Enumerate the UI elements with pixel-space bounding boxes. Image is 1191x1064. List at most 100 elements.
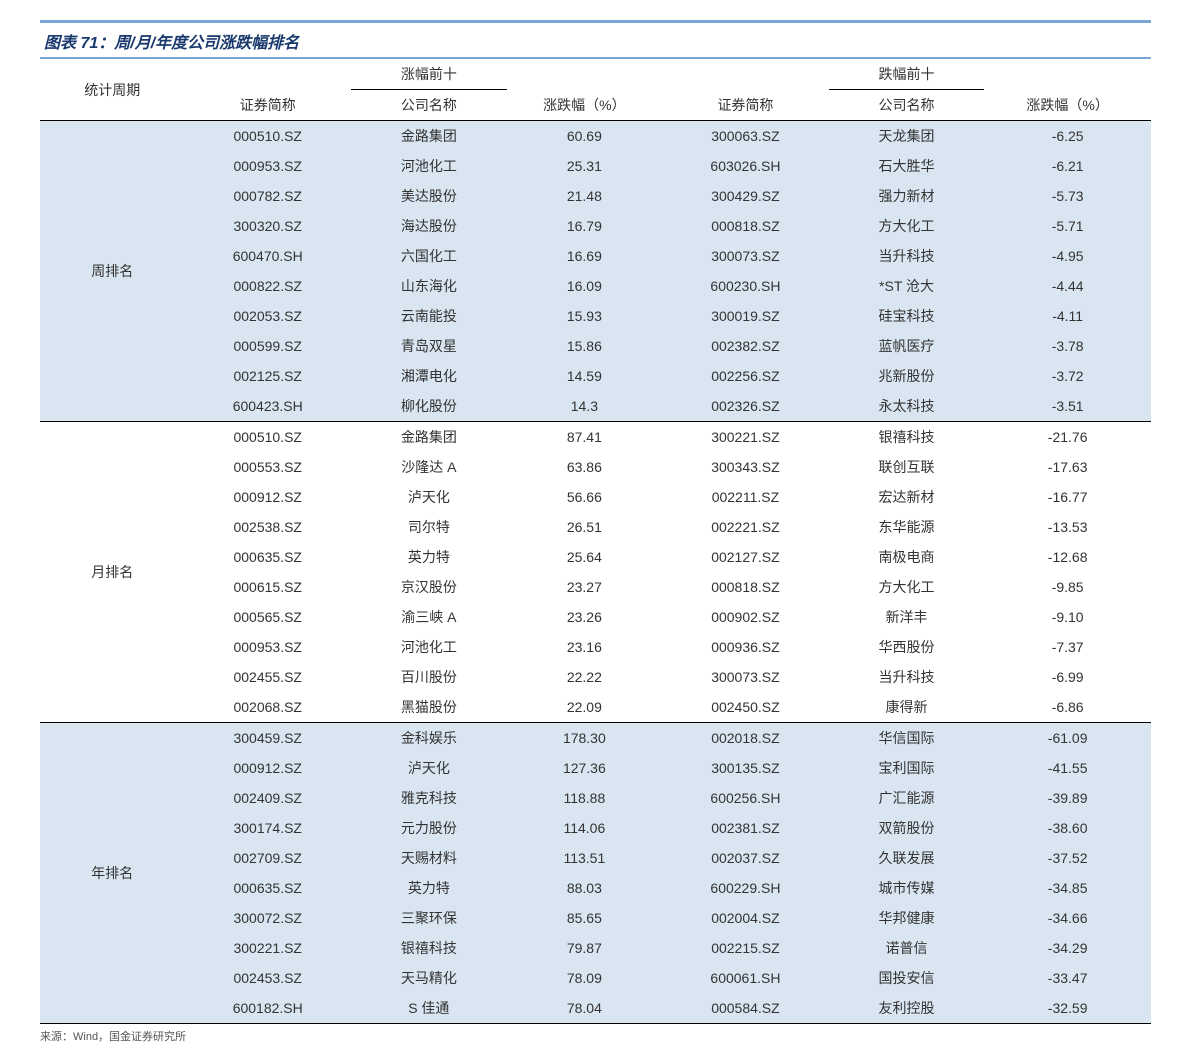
gain-code: 000912.SZ	[184, 753, 351, 783]
loss-value: -32.59	[984, 993, 1151, 1024]
gain-code: 000635.SZ	[184, 873, 351, 903]
gain-name: 湘潭电化	[351, 361, 507, 391]
ranking-table: 统计周期 涨幅前十 跌幅前十 证券简称 公司名称 涨跌幅（%） 证券简称 公司名…	[40, 59, 1151, 1024]
gain-value: 23.27	[507, 572, 663, 602]
table-row: 000953.SZ河池化工25.31603026.SH石大胜华-6.21	[40, 151, 1151, 181]
gain-code: 000510.SZ	[184, 422, 351, 453]
loss-name: 康得新	[829, 692, 985, 723]
table-row: 000912.SZ泸天化127.36300135.SZ宝利国际-41.55	[40, 753, 1151, 783]
loss-value: -34.66	[984, 903, 1151, 933]
gain-value: 14.59	[507, 361, 663, 391]
gain-value: 16.79	[507, 211, 663, 241]
gain-code: 300221.SZ	[184, 933, 351, 963]
loss-value: -3.72	[984, 361, 1151, 391]
gain-value: 60.69	[507, 121, 663, 152]
loss-code: 002127.SZ	[662, 542, 829, 572]
loss-name: *ST 沧大	[829, 271, 985, 301]
loss-code: 300073.SZ	[662, 662, 829, 692]
loss-code: 002221.SZ	[662, 512, 829, 542]
table-row: 000822.SZ山东海化16.09600230.SH*ST 沧大-4.44	[40, 271, 1151, 301]
table-body: 周排名000510.SZ金路集团60.69300063.SZ天龙集团-6.250…	[40, 121, 1151, 1024]
loss-name: 国投安信	[829, 963, 985, 993]
loss-value: -7.37	[984, 632, 1151, 662]
loss-value: -37.52	[984, 843, 1151, 873]
gain-value: 114.06	[507, 813, 663, 843]
loss-name: 南极电商	[829, 542, 985, 572]
loss-name: 方大化工	[829, 211, 985, 241]
table-row: 月排名000510.SZ金路集团87.41300221.SZ银禧科技-21.76	[40, 422, 1151, 453]
gain-value: 14.3	[507, 391, 663, 422]
loss-value: -4.44	[984, 271, 1151, 301]
gain-code: 000635.SZ	[184, 542, 351, 572]
gain-name: 金路集团	[351, 121, 507, 152]
table-row: 300072.SZ三聚环保85.65002004.SZ华邦健康-34.66	[40, 903, 1151, 933]
gain-code: 002125.SZ	[184, 361, 351, 391]
period-label: 年排名	[40, 723, 184, 1024]
gain-name: 黑猫股份	[351, 692, 507, 723]
gain-value: 23.16	[507, 632, 663, 662]
gain-value: 15.93	[507, 301, 663, 331]
gain-value: 25.31	[507, 151, 663, 181]
gain-code: 002455.SZ	[184, 662, 351, 692]
gain-name: 柳化股份	[351, 391, 507, 422]
gain-code: 000912.SZ	[184, 482, 351, 512]
header-name-gain: 公司名称	[351, 90, 507, 121]
gain-value: 15.86	[507, 331, 663, 361]
gain-name: 三聚环保	[351, 903, 507, 933]
gain-name: 云南能投	[351, 301, 507, 331]
loss-code: 000936.SZ	[662, 632, 829, 662]
gain-code: 600182.SH	[184, 993, 351, 1024]
table-row: 000912.SZ泸天化56.66002211.SZ宏达新材-16.77	[40, 482, 1151, 512]
table-row: 600470.SH六国化工16.69300073.SZ当升科技-4.95	[40, 241, 1151, 271]
gain-name: 泸天化	[351, 753, 507, 783]
loss-value: -6.21	[984, 151, 1151, 181]
loss-value: -9.10	[984, 602, 1151, 632]
gain-value: 21.48	[507, 181, 663, 211]
table-row: 300221.SZ银禧科技79.87002215.SZ诺普信-34.29	[40, 933, 1151, 963]
gain-code: 002409.SZ	[184, 783, 351, 813]
table-row: 000635.SZ英力特25.64002127.SZ南极电商-12.68	[40, 542, 1151, 572]
gain-code: 600423.SH	[184, 391, 351, 422]
header-period: 统计周期	[40, 59, 184, 121]
gain-name: 河池化工	[351, 151, 507, 181]
table-row: 002709.SZ天赐材料113.51002037.SZ久联发展-37.52	[40, 843, 1151, 873]
gain-name: 天马精化	[351, 963, 507, 993]
loss-code: 600229.SH	[662, 873, 829, 903]
loss-name: 兆新股份	[829, 361, 985, 391]
gain-value: 118.88	[507, 783, 663, 813]
table-row: 年排名300459.SZ金科娱乐178.30002018.SZ华信国际-61.0…	[40, 723, 1151, 754]
gain-code: 300459.SZ	[184, 723, 351, 754]
loss-name: 诺普信	[829, 933, 985, 963]
loss-name: 双箭股份	[829, 813, 985, 843]
table-row: 000565.SZ渝三峡 A23.26000902.SZ新洋丰-9.10	[40, 602, 1151, 632]
gain-value: 78.09	[507, 963, 663, 993]
gain-value: 78.04	[507, 993, 663, 1024]
loss-value: -13.53	[984, 512, 1151, 542]
table-row: 000599.SZ青岛双星15.86002382.SZ蓝帆医疗-3.78	[40, 331, 1151, 361]
loss-value: -41.55	[984, 753, 1151, 783]
gain-value: 88.03	[507, 873, 663, 903]
table-row: 002068.SZ黑猫股份22.09002450.SZ康得新-6.86	[40, 692, 1151, 723]
loss-code: 002037.SZ	[662, 843, 829, 873]
gain-code: 002453.SZ	[184, 963, 351, 993]
gain-name: 渝三峡 A	[351, 602, 507, 632]
gain-name: 司尔特	[351, 512, 507, 542]
source-note: 来源：Wind，国金证券研究所	[40, 1024, 1151, 1044]
loss-name: 当升科技	[829, 241, 985, 271]
loss-name: 华邦健康	[829, 903, 985, 933]
table-row: 600182.SHS 佳通78.04000584.SZ友利控股-32.59	[40, 993, 1151, 1024]
loss-code: 000818.SZ	[662, 572, 829, 602]
loss-name: 华西股份	[829, 632, 985, 662]
loss-code: 002326.SZ	[662, 391, 829, 422]
loss-name: 联创互联	[829, 452, 985, 482]
loss-name: 硅宝科技	[829, 301, 985, 331]
loss-code: 002256.SZ	[662, 361, 829, 391]
loss-code: 300135.SZ	[662, 753, 829, 783]
loss-name: 天龙集团	[829, 121, 985, 152]
loss-code: 002018.SZ	[662, 723, 829, 754]
loss-value: -12.68	[984, 542, 1151, 572]
gain-name: 元力股份	[351, 813, 507, 843]
loss-code: 002381.SZ	[662, 813, 829, 843]
loss-code: 000818.SZ	[662, 211, 829, 241]
gain-name: 沙隆达 A	[351, 452, 507, 482]
